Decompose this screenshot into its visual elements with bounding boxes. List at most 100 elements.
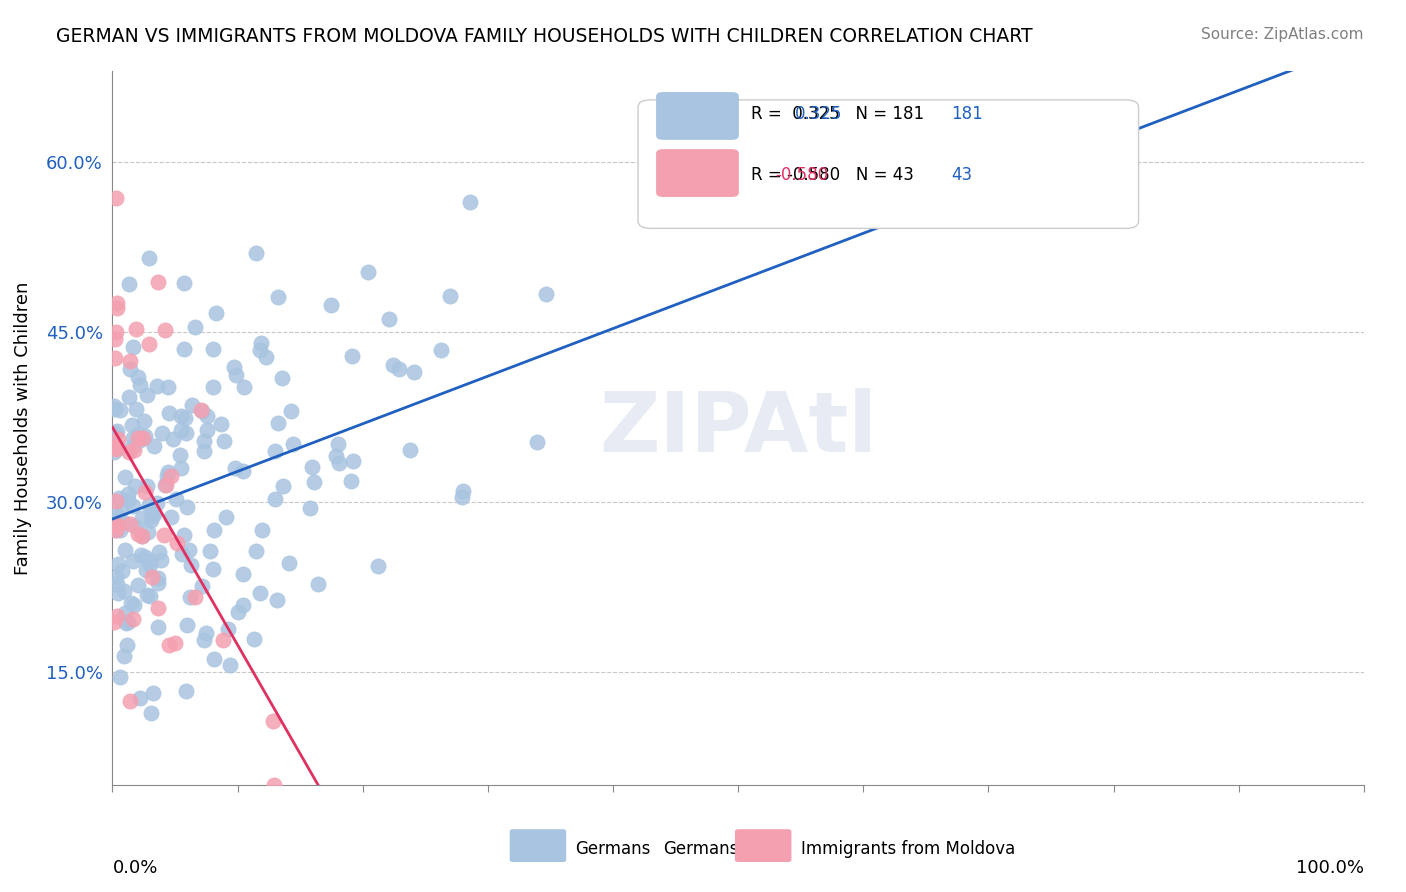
Point [103, 615, 125, 630]
Point [340, 350, 363, 364]
Point [146, 601, 169, 615]
Point [172, 548, 194, 562]
Point [150, 425, 173, 440]
Point [222, 360, 245, 375]
Point [271, 478, 294, 492]
Point [108, 441, 131, 455]
Point [201, 342, 224, 356]
Point [166, 535, 188, 549]
Point [148, 545, 170, 559]
Point [169, 423, 191, 437]
Y-axis label: Family Households with Children: Family Households with Children [14, 282, 32, 574]
Text: 43: 43 [950, 166, 972, 184]
Point [201, 379, 224, 393]
Point [104, 570, 127, 584]
Point [135, 563, 157, 577]
Point [127, 431, 149, 445]
Point [367, 559, 389, 574]
Point [174, 684, 197, 698]
Point [146, 620, 169, 634]
Point [111, 502, 134, 516]
Point [170, 460, 193, 475]
Point [180, 399, 202, 413]
Point [120, 596, 142, 610]
Point [162, 432, 184, 446]
Point [242, 632, 264, 647]
Point [121, 439, 143, 453]
Point [120, 694, 142, 708]
Point [103, 445, 125, 459]
Point [117, 487, 139, 501]
Point [131, 529, 153, 543]
Point [111, 564, 134, 578]
Point [131, 510, 153, 524]
Point [105, 425, 128, 439]
Point [302, 475, 325, 489]
Point [249, 335, 271, 350]
Point [148, 575, 170, 590]
Point [201, 562, 224, 576]
Point [190, 402, 212, 417]
Point [173, 342, 195, 356]
Point [232, 566, 254, 581]
Point [233, 379, 256, 393]
Point [451, 491, 474, 505]
Point [104, 191, 127, 205]
Point [103, 399, 125, 413]
FancyBboxPatch shape [657, 150, 738, 196]
Point [224, 461, 246, 475]
Point [104, 493, 127, 508]
Point [118, 516, 141, 531]
Point [127, 527, 149, 541]
Point [114, 606, 136, 620]
Point [105, 507, 128, 521]
Text: ZIPAtl: ZIPAtl [599, 388, 877, 468]
Point [141, 506, 163, 520]
Point [166, 492, 188, 507]
Point [127, 431, 149, 445]
Point [232, 599, 254, 613]
Point [104, 332, 127, 346]
Point [264, 491, 287, 506]
Point [176, 618, 198, 632]
Point [114, 616, 136, 631]
Point [124, 519, 146, 533]
Point [184, 320, 207, 334]
FancyBboxPatch shape [735, 830, 790, 862]
Point [105, 295, 128, 310]
Point [128, 690, 150, 705]
Point [134, 429, 156, 443]
Point [104, 425, 127, 440]
FancyBboxPatch shape [638, 100, 1139, 228]
Text: Source: ZipAtlas.com: Source: ZipAtlas.com [1201, 27, 1364, 42]
Point [148, 275, 170, 289]
Point [202, 524, 225, 538]
Point [430, 343, 453, 357]
Point [263, 778, 285, 792]
Point [141, 513, 163, 527]
Point [142, 507, 165, 521]
Point [262, 714, 284, 729]
Point [146, 571, 169, 585]
Point [195, 423, 218, 437]
Point [195, 626, 218, 640]
Point [170, 409, 193, 423]
Point [143, 439, 166, 453]
Point [105, 577, 128, 591]
Point [325, 449, 347, 463]
Point [122, 612, 145, 626]
Point [112, 584, 135, 599]
Point [136, 388, 159, 402]
Point [127, 369, 149, 384]
Point [402, 365, 425, 379]
Point [125, 322, 148, 336]
Point [138, 251, 160, 265]
Point [298, 501, 321, 516]
Point [256, 350, 278, 364]
Point [108, 670, 131, 684]
Text: R =  0.325   N = 181: R = 0.325 N = 181 [751, 105, 924, 123]
Point [121, 499, 143, 513]
Point [328, 456, 350, 470]
Point [104, 523, 127, 537]
Point [127, 427, 149, 442]
